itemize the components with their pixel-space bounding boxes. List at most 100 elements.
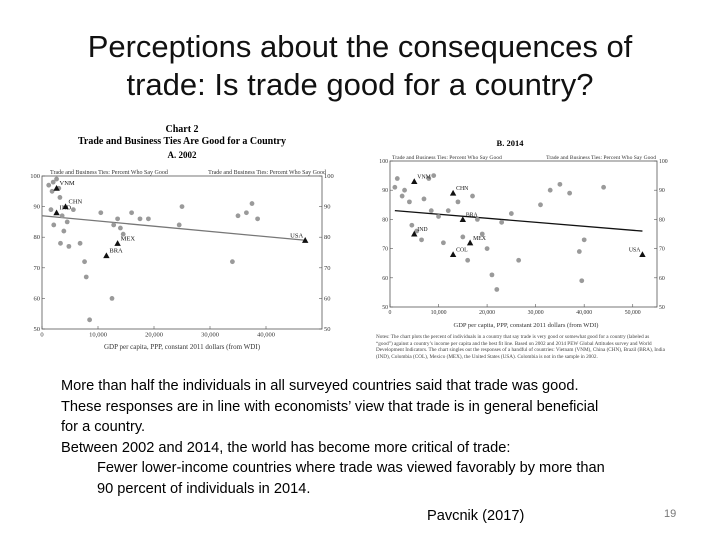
data-point-2014 [489, 272, 495, 278]
data-point-2014 [409, 222, 415, 228]
data-point-2002 [83, 274, 89, 280]
data-point-2002 [64, 219, 70, 225]
y-tick-label-right-2014: 60 [659, 276, 665, 282]
data-point-2002 [70, 207, 76, 213]
country-label-col-2014: COL [456, 247, 468, 253]
y-axis-label-right-2014: Trade and Business Ties: Percent Who Say… [546, 155, 656, 161]
data-point-2002 [249, 201, 255, 206]
y-tick-label-right-2014: 50 [659, 305, 665, 311]
y-tick-label-left-2002: 60 [34, 295, 41, 302]
y-tick-label-left-2002: 90 [34, 204, 41, 211]
data-point-2002 [118, 225, 123, 231]
data-point-2002 [230, 259, 235, 265]
data-point-2002 [66, 243, 72, 249]
sub-bullet-text: Fewer lower-income countries where trade… [97, 460, 605, 476]
chart-label: Chart 2 [165, 124, 198, 135]
data-point-2014 [445, 208, 451, 214]
slide-title-line-1: Perceptions about the consequences of [87, 29, 633, 64]
y-tick-label-right-2014: 70 [659, 247, 665, 253]
data-point-2014 [567, 190, 573, 196]
country-label-mex-2002: MEX [121, 235, 136, 242]
country-marker-vnm-2014 [411, 178, 418, 184]
plot-frame-2014 [389, 160, 658, 308]
panel-title-2002: A. 2002 [168, 150, 197, 160]
data-point-2002 [57, 195, 63, 200]
y-tick-label-right-2002: 90 [324, 204, 331, 211]
slide-title: Perceptions about the consequences of tr… [20, 28, 700, 104]
scatter-chart-2014: B. 2014 Trade and Business Ties: Percent… [379, 138, 668, 329]
x-axis-label-2014: GDP per capita, PPP, constant 2011 dolla… [454, 322, 599, 329]
data-point-2014 [538, 202, 543, 208]
bullet-text: for a country. [61, 419, 146, 435]
chart-notes: Notes: The chart plots the percent of in… [376, 334, 665, 360]
x-tick-label-2014: 50,000 [625, 310, 641, 316]
plot-frame-2002 [41, 175, 323, 330]
y-tick-label-left-2002: 80 [34, 234, 41, 241]
data-point-2002 [235, 213, 241, 219]
data-point-2014 [419, 237, 424, 243]
country-marker-mex-2002 [114, 240, 121, 246]
chart-title: Trade and Business Ties Are Good for a C… [78, 136, 286, 147]
data-point-2002 [129, 210, 134, 216]
data-point-2014 [402, 187, 407, 193]
data-point-2014 [494, 287, 500, 292]
x-tick-label-2014: 0 [389, 310, 392, 316]
data-point-2014 [581, 237, 587, 243]
country-label-ind-2002: IND [60, 205, 72, 212]
x-tick-label-2014: 10,000 [431, 310, 447, 316]
y-axis-label-right-2002: Trade and Business Ties: Percent Who Say… [208, 170, 326, 176]
y-tick-label-right-2002: 70 [324, 265, 331, 272]
country-label-chn-2002: CHN [69, 199, 83, 206]
y-tick-label-right-2014: 90 [659, 188, 665, 194]
data-point-2014 [431, 173, 437, 178]
y-tick-label-left-2002: 50 [34, 326, 41, 333]
data-point-2002 [48, 207, 54, 213]
data-point-2002 [46, 182, 52, 188]
data-point-2002 [50, 179, 56, 185]
data-point-2002 [244, 210, 249, 216]
data-point-2014 [508, 211, 514, 216]
y-axis-label-left-2014: Trade and Business Ties: Percent Who Say… [392, 155, 502, 161]
bullet-text: Between 2002 and 2014, the world has bec… [61, 439, 511, 456]
y-tick-label-left-2014: 80 [382, 217, 388, 223]
y-tick-label-right-2014: 80 [659, 217, 665, 223]
data-point-2014 [479, 231, 485, 237]
data-point-2014 [426, 176, 432, 181]
country-marker-bra-2014 [459, 216, 467, 222]
scatter-chart-2002: Chart 2 Trade and Business Ties Are Good… [30, 124, 334, 351]
panel-title-2014: B. 2014 [497, 138, 525, 148]
data-point-2014 [474, 217, 480, 222]
data-point-2002 [255, 216, 260, 222]
country-marker-vnm-2002 [53, 185, 60, 191]
data-point-2014 [579, 278, 585, 284]
data-point-2014 [414, 228, 420, 234]
x-tick-label-2002: 0 [40, 332, 43, 339]
data-point-2002 [51, 222, 57, 228]
country-marker-usa-2014 [639, 251, 646, 257]
bullet-text: These responses are in line with economi… [61, 398, 599, 415]
data-point-2014 [399, 193, 405, 199]
data-point-2014 [436, 214, 441, 219]
country-label-chn-2014: CHN [456, 186, 469, 192]
country-marker-chn-2002 [62, 203, 69, 210]
data-point-2014 [576, 249, 582, 254]
country-marker-ind-2014 [411, 230, 418, 237]
y-tick-label-right-2014: 100 [659, 159, 668, 165]
data-point-2014 [470, 193, 475, 199]
page-number: 19 [664, 508, 677, 520]
y-tick-label-left-2014: 100 [379, 159, 388, 165]
country-label-mex-2014: MEX [473, 236, 487, 242]
y-tick-label-right-2002: 50 [324, 326, 331, 333]
x-tick-label-2014: 40,000 [576, 310, 592, 316]
y-tick-label-right-2002: 100 [324, 173, 334, 180]
data-point-2014 [499, 219, 505, 225]
data-point-2002 [77, 240, 83, 246]
data-point-2014 [441, 240, 446, 246]
sub-bullet-text: 90 percent of individuals in 2014. [97, 480, 311, 497]
x-tick-label-2002: 30,000 [201, 332, 219, 339]
data-point-2002 [146, 216, 151, 222]
data-point-2002 [120, 231, 126, 237]
country-label-bra-2014: BRA [466, 212, 479, 218]
country-marker-ind-2002 [53, 209, 60, 216]
citation: Pavcnik (2017) [427, 508, 525, 524]
